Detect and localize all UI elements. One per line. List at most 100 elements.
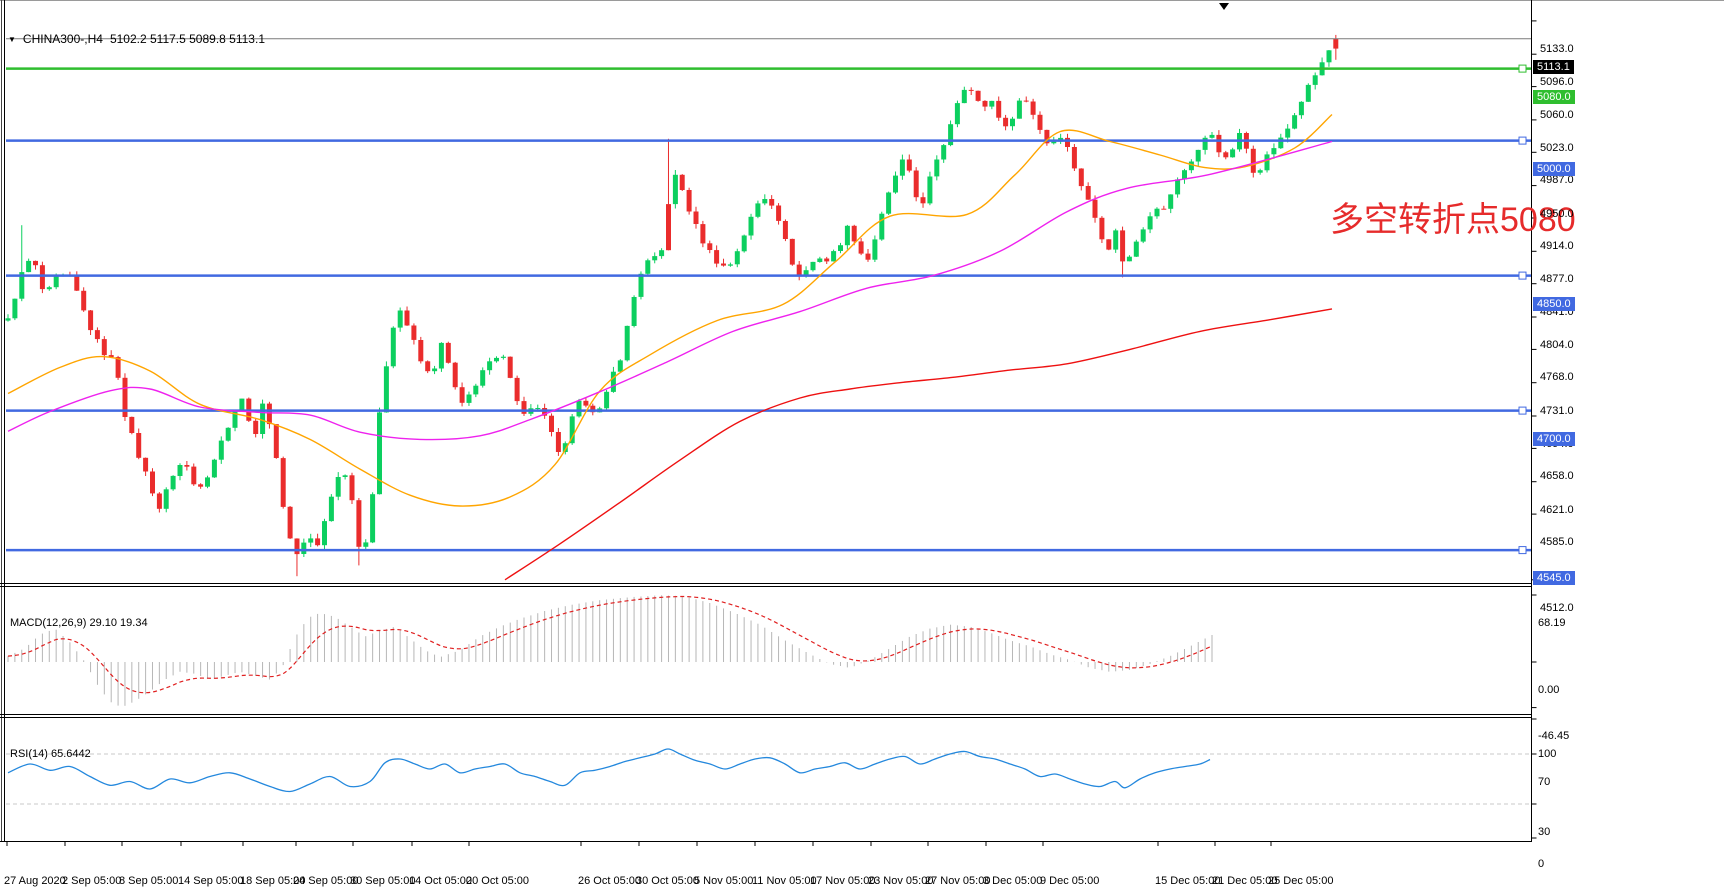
candle [1113,228,1119,253]
collapse-arrow-icon[interactable]: ▼ [8,34,16,44]
candle [26,258,32,273]
candle [989,100,995,110]
price-tick-label: 4768.0 [1540,371,1574,383]
candle [1285,124,1291,143]
hline-handle[interactable] [1518,271,1527,280]
candle [108,350,114,358]
candle [1133,239,1139,257]
candle [1154,207,1160,219]
candle [927,171,933,206]
candle [383,361,389,413]
date-label: 30 Oct 05:00 [636,875,699,887]
candle [1175,177,1181,198]
macd-panel [7,595,1213,706]
panel-borders [0,0,1724,842]
date-label: 14 Oct 05:00 [409,875,472,887]
hline-handle[interactable] [1518,64,1527,73]
candle [1037,111,1043,134]
date-label: 5 Nov 05:00 [694,875,754,887]
candle [686,187,692,215]
candle [1092,195,1098,223]
candle [425,360,431,374]
date-label: 8 Sep 05:00 [119,875,179,887]
price-tick-label: 4585.0 [1540,536,1574,548]
candle [776,203,782,225]
candle [954,100,960,128]
candle [1147,212,1153,234]
candle [762,194,768,206]
candle [865,249,871,262]
candle [1305,83,1311,102]
candle [1292,113,1298,130]
candle [872,235,878,262]
hline-handle[interactable] [1518,546,1527,555]
candle [191,463,197,486]
chart-canvas[interactable] [0,0,1724,866]
hline-handle[interactable] [1518,406,1527,415]
candle [507,356,513,379]
rsi-tick-label: 0 [1538,858,1545,870]
chart-title: ▼ CHINA300-,H4 5102.2 5117.5 5089.8 5113… [8,32,265,46]
ma-slow-line[interactable] [504,308,1333,581]
candle [555,428,561,456]
candle [46,285,52,291]
candle [755,200,761,219]
ma-fast-line[interactable] [7,113,1333,507]
price-tick-label: 4731.0 [1540,405,1574,417]
candle [645,258,651,276]
candle [899,154,905,180]
price-tick-label: 5023.0 [1540,142,1574,154]
candle [1182,168,1187,184]
candle [514,375,520,405]
annotation-text[interactable]: 多空转折点5080 [1330,201,1576,239]
candle [466,391,472,406]
candle [1099,216,1105,243]
candle [1078,168,1084,191]
candle [273,424,279,459]
candle [886,191,892,215]
candle [1161,205,1167,210]
candle [1209,132,1215,139]
candle [1120,226,1126,278]
candle [370,492,376,544]
candle [356,498,362,566]
axis-ticks [6,20,1537,846]
price-line-label: 5080.0 [1533,90,1575,104]
candle [913,167,919,202]
candle [1202,135,1208,155]
candle [838,242,843,254]
price-line-label: 4850.0 [1533,297,1575,311]
price-tick-label: 4987.0 [1540,174,1574,186]
candle [438,342,444,372]
candle [156,492,162,513]
date-label: 9 Dec 05:00 [1040,875,1100,887]
hline-handle[interactable] [1518,136,1527,145]
price-tick-label: 5133.0 [1540,43,1574,55]
candle [617,359,623,372]
candle [831,249,837,262]
price-tick-label: 5096.0 [1540,76,1574,88]
candle [287,506,293,539]
candle [1085,182,1091,200]
candle [1016,98,1022,119]
candle [184,461,190,471]
candle [445,341,451,364]
candle [1140,227,1146,244]
candle [280,456,286,509]
candle [494,356,499,363]
price-line-label: 5113.1 [1533,60,1574,74]
candle [473,383,479,398]
ma-medium-line[interactable] [7,140,1333,441]
macd-tick-label: -46.45 [1538,730,1570,742]
candle [500,354,506,360]
candle [920,192,926,208]
candle [934,155,940,181]
candle [549,413,554,437]
macd-signal-line [7,595,1213,694]
candle [342,474,348,480]
symbol-period-label: CHINA300-,H4 [22,32,103,46]
candle [906,154,912,173]
candle [631,295,637,328]
candle [225,427,231,442]
candle [1195,149,1201,167]
